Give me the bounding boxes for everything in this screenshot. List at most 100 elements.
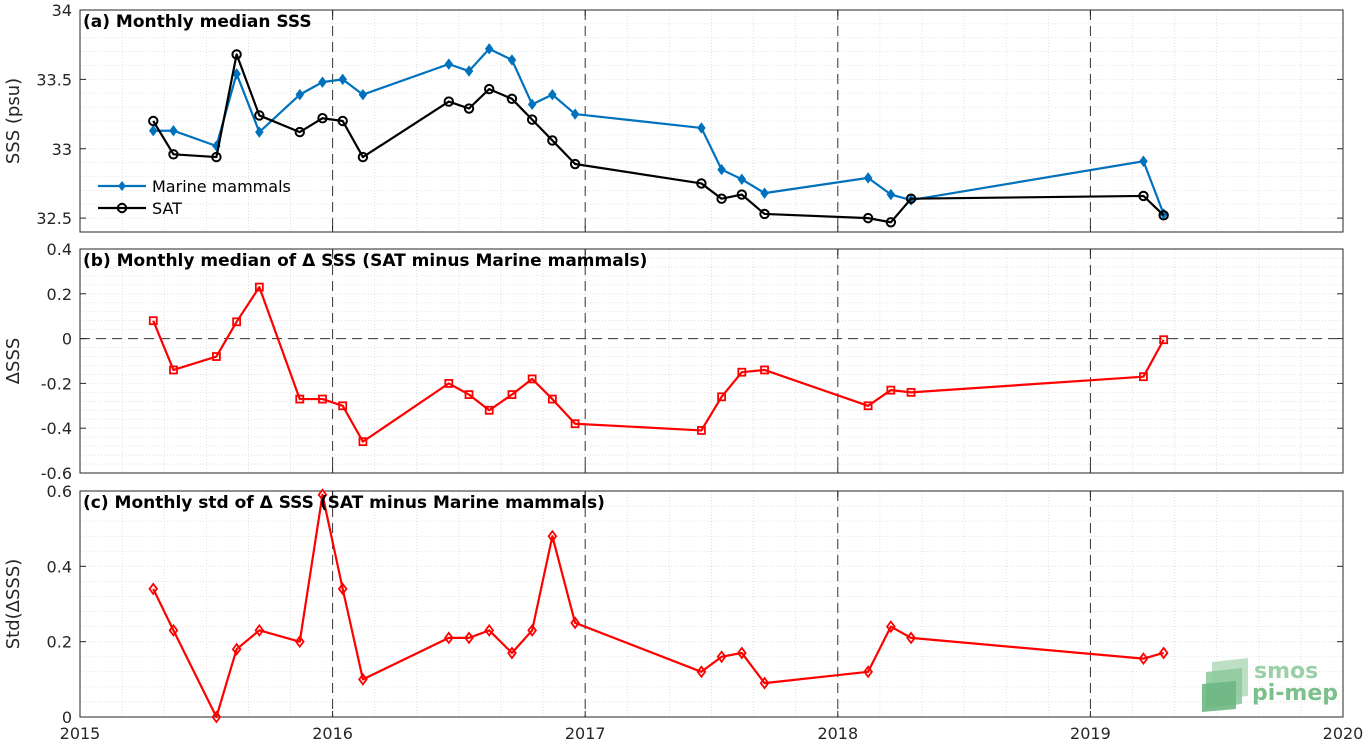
data-point: [1158, 210, 1169, 221]
data-point: [863, 401, 873, 411]
data-point: [862, 212, 874, 224]
data-point: [696, 178, 707, 189]
y-tick-label: 0.4: [47, 557, 72, 576]
data-point: [760, 365, 769, 375]
legend: Marine mammals SAT: [98, 177, 291, 218]
data-point: [337, 115, 348, 127]
data-point: [906, 387, 916, 397]
data-point: [696, 665, 707, 679]
data-point: [148, 115, 159, 127]
data-point: [318, 394, 327, 404]
smos-pimep-logo: smos pi-mep: [1202, 658, 1338, 712]
data-point: [886, 188, 896, 201]
data-point: [444, 378, 454, 388]
y-tick-label: 33: [52, 140, 72, 159]
data-point: [168, 149, 179, 160]
data-point: [338, 401, 348, 411]
x-tick-label: 2017: [565, 724, 606, 743]
data-point: [507, 390, 517, 400]
axes-box: [79, 248, 1344, 474]
data-point: [358, 88, 368, 101]
data-point: [716, 650, 727, 664]
x-tick-label: 2020: [1323, 724, 1364, 743]
data-point: [148, 125, 158, 137]
data-point: [317, 113, 328, 124]
data-point: [358, 437, 368, 447]
data-point: [736, 189, 748, 200]
series-line: [152, 493, 1164, 719]
data-point: [1158, 646, 1169, 660]
x-tick-label: 2015: [60, 724, 101, 743]
axes-box: [79, 490, 1344, 718]
y-tick-label: 34: [52, 1, 72, 20]
x-tick-label: 2016: [312, 724, 353, 743]
data-point: [737, 367, 747, 377]
data-point: [168, 623, 179, 637]
series-line: [152, 53, 1165, 224]
data-point: [570, 108, 580, 120]
y-axis-label: SSS (psu): [3, 78, 24, 164]
data-point: [506, 93, 518, 105]
data-point: [294, 126, 305, 138]
data-point: [736, 646, 747, 660]
y-tick-label: 32.5: [36, 209, 72, 228]
data-point: [464, 631, 474, 645]
legend-marker: [118, 180, 126, 192]
y-axis-label: Std(ΔSSS): [3, 559, 24, 650]
data-point: [358, 672, 368, 686]
data-point: [254, 110, 265, 121]
data-point: [464, 390, 474, 400]
panel-title: (b) Monthly median of Δ SSS (SAT minus M…: [83, 251, 647, 271]
data-point: [484, 83, 495, 95]
data-point: [295, 88, 305, 101]
data-point: [357, 151, 369, 163]
data-point: [212, 352, 221, 361]
data-point: [294, 635, 305, 649]
legend-marker: [116, 202, 128, 214]
data-point: [863, 172, 873, 184]
panel-c: 0 0.2 0.4 0.6 2015 2016 2017 2018 2019 2020 Std(ΔS…: [3, 482, 1363, 743]
panels-group: 32.5 33 33.5 34 SSS (psu) (a) Monthly median …: [3, 1, 1363, 743]
data-point: [759, 208, 770, 220]
y-tick-label: -0.6: [41, 464, 72, 483]
data-point: [906, 631, 916, 645]
y-tick-label: 0.2: [47, 633, 72, 652]
data-point: [148, 582, 159, 596]
y-tick-label: -0.4: [41, 419, 72, 438]
data-point: [527, 623, 538, 637]
data-point: [169, 365, 178, 375]
data-point: [717, 163, 726, 176]
data-point: [484, 43, 494, 55]
data-point: [1139, 155, 1148, 167]
data-point: [463, 103, 475, 114]
data-point: [697, 122, 706, 134]
data-point: [1138, 190, 1149, 202]
axes-box: [79, 9, 1344, 233]
data-point: [547, 135, 558, 146]
data-point: [443, 631, 454, 645]
data-point: [547, 394, 557, 404]
data-point: [254, 623, 265, 637]
data-point: [716, 193, 727, 204]
y-axis-label: ΔSSS: [3, 338, 24, 385]
data-point: [211, 710, 222, 724]
logo-text-smos: smos: [1254, 659, 1318, 684]
data-point: [1159, 335, 1169, 345]
data-point: [484, 405, 494, 415]
data-point: [254, 282, 264, 292]
data-point: [317, 488, 328, 502]
legend-label: Marine mammals: [152, 177, 291, 196]
y-tick-label: -0.2: [41, 374, 72, 393]
data-point: [318, 76, 327, 88]
panel-title: (c) Monthly std of Δ SSS (SAT minus Mari…: [83, 493, 605, 513]
panel-title: (a) Monthly median SSS: [83, 12, 312, 32]
data-point: [232, 317, 242, 327]
data-point: [255, 126, 264, 138]
data-point: [444, 58, 454, 70]
y-tick-label: 0.6: [47, 482, 72, 501]
data-point: [547, 529, 558, 543]
data-point: [760, 187, 769, 199]
data-point: [1138, 652, 1149, 666]
data-point: [231, 49, 242, 60]
